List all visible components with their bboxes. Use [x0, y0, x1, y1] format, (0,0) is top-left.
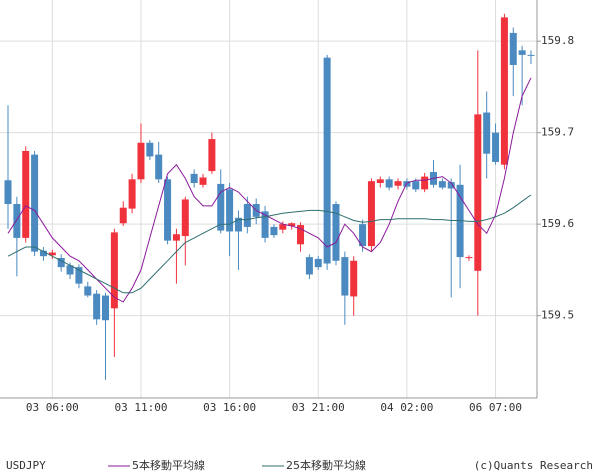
candle-body: [305, 257, 313, 275]
y-tick-label: 159.8: [541, 34, 574, 47]
candle-body: [483, 112, 491, 154]
candle-body: [155, 154, 163, 180]
candle-body: [509, 32, 517, 65]
moving-average-line: [7, 77, 532, 303]
candle-body: [48, 252, 56, 256]
candle-body: [66, 265, 74, 275]
candle-body: [288, 223, 296, 226]
credit: (c)Quants Research: [474, 459, 593, 472]
legend-label: 25本移動平均線: [286, 458, 366, 472]
candle-body: [4, 180, 12, 205]
candle-body: [199, 177, 207, 185]
candle-body: [181, 199, 189, 237]
candle-body: [172, 234, 180, 241]
candle-body: [474, 114, 482, 271]
candle-body: [323, 57, 331, 264]
candle-body: [412, 181, 420, 190]
candle-body: [190, 173, 198, 183]
candle-body: [164, 179, 172, 241]
candle-body: [137, 142, 145, 180]
candle-body: [13, 204, 21, 238]
candle-body: [394, 181, 402, 186]
y-tick-label: 159.7: [541, 126, 574, 139]
symbol: USDJPY: [6, 459, 46, 472]
candle-body: [297, 225, 305, 245]
candle-body: [119, 207, 127, 224]
candle-body: [208, 139, 216, 172]
candle-body: [465, 257, 473, 259]
x-tick-label: 03 11:00: [114, 401, 167, 414]
candle-body: [341, 257, 349, 296]
candle-body: [102, 295, 110, 321]
candle-body: [332, 204, 340, 261]
candle-body: [39, 250, 47, 257]
legend-label: 5本移動平均線: [132, 458, 205, 472]
candle-body: [93, 293, 101, 320]
candle-body: [421, 176, 429, 190]
candle-body: [31, 154, 39, 252]
y-tick-label: 159.6: [541, 217, 574, 230]
candle-body: [527, 54, 535, 56]
candle-body: [438, 181, 446, 188]
candle-body: [110, 232, 118, 309]
y-tick-label: 159.5: [541, 309, 574, 322]
candle-body: [128, 179, 136, 209]
candle-body: [75, 267, 83, 284]
candle-body: [270, 226, 278, 236]
candle-body: [217, 183, 225, 231]
candle-body: [350, 260, 358, 297]
candle-body: [492, 132, 500, 162]
candle-body: [57, 258, 65, 268]
x-tick-label: 03 21:00: [292, 401, 345, 414]
moving-average-line: [7, 194, 532, 294]
candle-body: [367, 181, 375, 247]
candle-body: [376, 179, 384, 183]
candle-body: [226, 189, 234, 232]
x-tick-label: 03 16:00: [203, 401, 256, 414]
candle-body: [279, 224, 287, 230]
candle-body: [84, 286, 92, 296]
candle-body: [447, 182, 455, 189]
candle-body: [234, 217, 242, 232]
candle-body: [243, 204, 251, 227]
candle-body: [22, 150, 30, 238]
plot-area: [0, 0, 537, 398]
candle-body: [314, 258, 322, 268]
candle-body: [146, 142, 154, 157]
x-tick-label: 04 02:00: [380, 401, 433, 414]
x-tick-label: 06 07:00: [469, 401, 522, 414]
x-tick-label: 03 06:00: [26, 401, 79, 414]
candle-body: [385, 179, 393, 188]
candle-body: [261, 211, 269, 238]
candle-body: [359, 224, 367, 247]
candle-body: [518, 50, 526, 55]
candle-body: [500, 17, 508, 165]
